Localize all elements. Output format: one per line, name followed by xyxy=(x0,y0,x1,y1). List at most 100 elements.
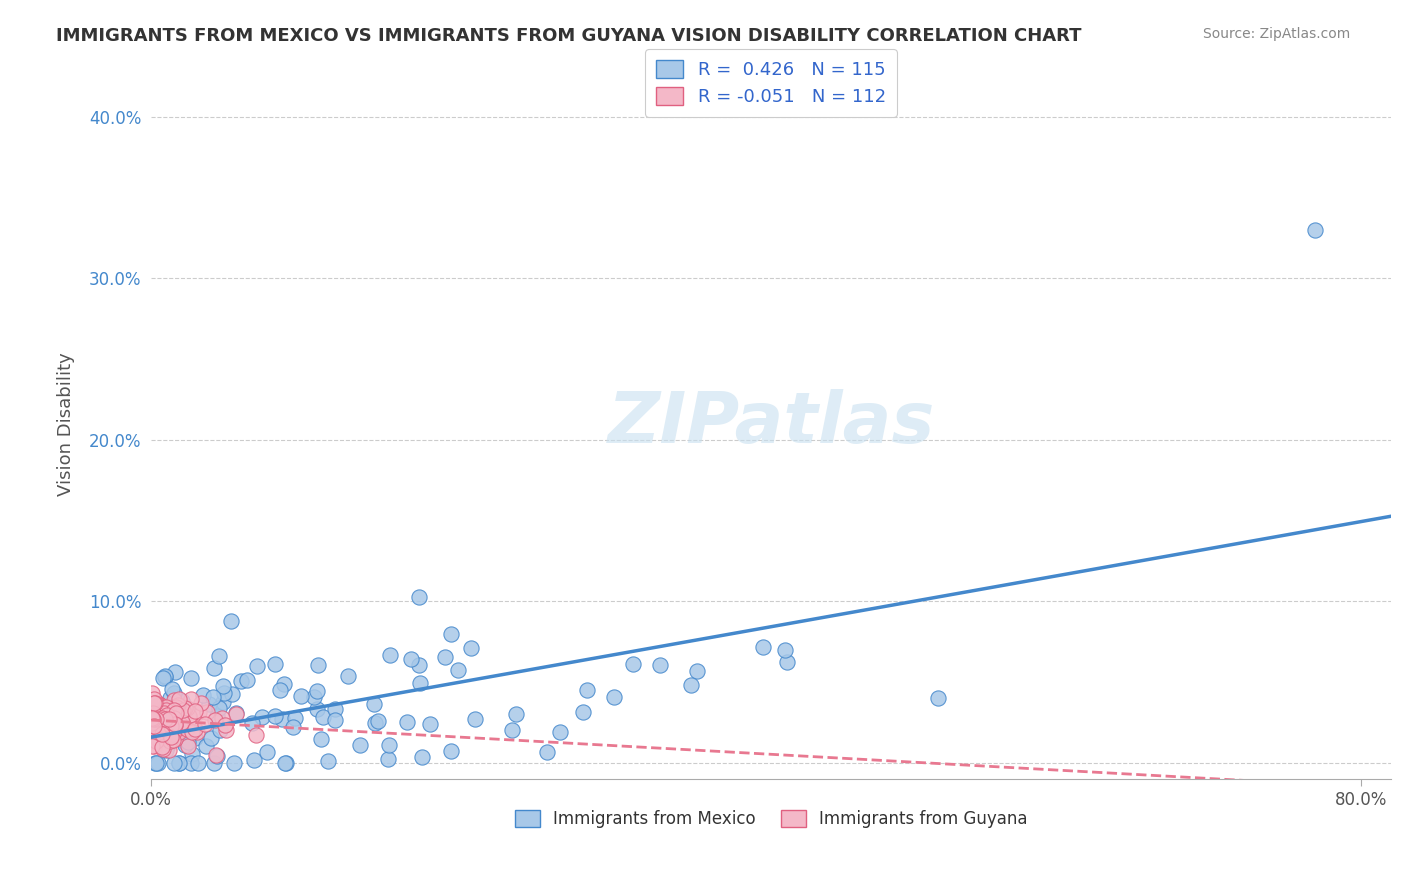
Point xyxy=(183,731,205,746)
Point xyxy=(243,753,266,767)
Point xyxy=(464,712,486,726)
Point xyxy=(225,706,247,721)
Point xyxy=(156,717,179,731)
Point xyxy=(156,707,179,722)
Text: Source: ZipAtlas.com: Source: ZipAtlas.com xyxy=(1202,27,1350,41)
Point xyxy=(141,723,163,738)
Legend: Immigrants from Mexico, Immigrants from Guyana: Immigrants from Mexico, Immigrants from … xyxy=(508,803,1035,835)
Point xyxy=(150,732,173,747)
Point xyxy=(536,745,558,759)
Point xyxy=(501,723,523,737)
Point xyxy=(141,714,163,729)
Point xyxy=(156,713,179,727)
Point xyxy=(650,658,672,673)
Point xyxy=(150,714,173,729)
Point xyxy=(152,717,174,731)
Point xyxy=(460,641,482,656)
Point xyxy=(142,719,165,733)
Point xyxy=(169,720,191,734)
Point xyxy=(377,738,399,752)
Point xyxy=(163,665,186,679)
Point xyxy=(205,709,228,723)
Point xyxy=(184,704,207,718)
Point xyxy=(149,733,172,747)
Point xyxy=(284,711,307,725)
Point xyxy=(440,744,463,758)
Point xyxy=(152,742,174,756)
Point xyxy=(141,686,163,700)
Point xyxy=(141,700,163,714)
Point xyxy=(141,703,163,717)
Point xyxy=(150,702,173,716)
Point xyxy=(193,688,215,702)
Point xyxy=(419,717,441,731)
Point xyxy=(163,717,186,731)
Point xyxy=(202,756,225,770)
Point xyxy=(214,718,236,732)
Point xyxy=(156,708,179,723)
Text: ZIPatlas: ZIPatlas xyxy=(607,389,935,458)
Point xyxy=(190,697,212,711)
Point xyxy=(146,756,169,770)
Point xyxy=(205,749,228,764)
Point xyxy=(157,704,180,718)
Point xyxy=(323,714,346,728)
Point xyxy=(163,702,186,716)
Point xyxy=(156,725,179,739)
Point xyxy=(141,724,163,739)
Point xyxy=(204,713,226,727)
Point xyxy=(208,700,231,714)
Point xyxy=(141,716,163,731)
Point xyxy=(142,706,165,721)
Point xyxy=(155,743,177,757)
Point xyxy=(145,756,167,770)
Point xyxy=(167,724,190,739)
Point xyxy=(173,700,195,714)
Point xyxy=(149,698,172,712)
Point xyxy=(283,720,305,734)
Point xyxy=(170,714,193,729)
Point xyxy=(167,692,190,706)
Point xyxy=(208,723,231,737)
Point xyxy=(155,669,177,683)
Point xyxy=(160,715,183,730)
Point xyxy=(211,695,233,709)
Point xyxy=(141,711,163,725)
Point xyxy=(309,732,332,747)
Point xyxy=(215,723,238,738)
Point xyxy=(181,724,204,739)
Point xyxy=(302,690,325,705)
Point xyxy=(177,727,200,741)
Point xyxy=(276,756,298,770)
Point xyxy=(927,691,949,706)
Point xyxy=(176,702,198,716)
Point xyxy=(225,706,247,720)
Point xyxy=(155,700,177,714)
Point xyxy=(174,738,197,752)
Point xyxy=(305,684,328,698)
Point xyxy=(150,703,173,717)
Point xyxy=(143,722,166,736)
Point xyxy=(165,706,187,721)
Point xyxy=(395,715,418,730)
Point xyxy=(167,756,190,770)
Point xyxy=(409,675,432,690)
Point xyxy=(141,739,163,753)
Point xyxy=(411,749,433,764)
Point xyxy=(269,682,291,697)
Point xyxy=(349,738,371,752)
Point xyxy=(202,690,225,704)
Point xyxy=(194,717,217,731)
Point xyxy=(176,722,198,736)
Point xyxy=(170,722,193,736)
Point xyxy=(141,709,163,723)
Point xyxy=(399,652,422,666)
Point xyxy=(170,694,193,708)
Point xyxy=(170,733,193,747)
Point xyxy=(195,706,218,720)
Point xyxy=(194,739,217,753)
Point xyxy=(159,690,181,705)
Point xyxy=(142,692,165,706)
Point xyxy=(165,699,187,714)
Point xyxy=(157,724,180,739)
